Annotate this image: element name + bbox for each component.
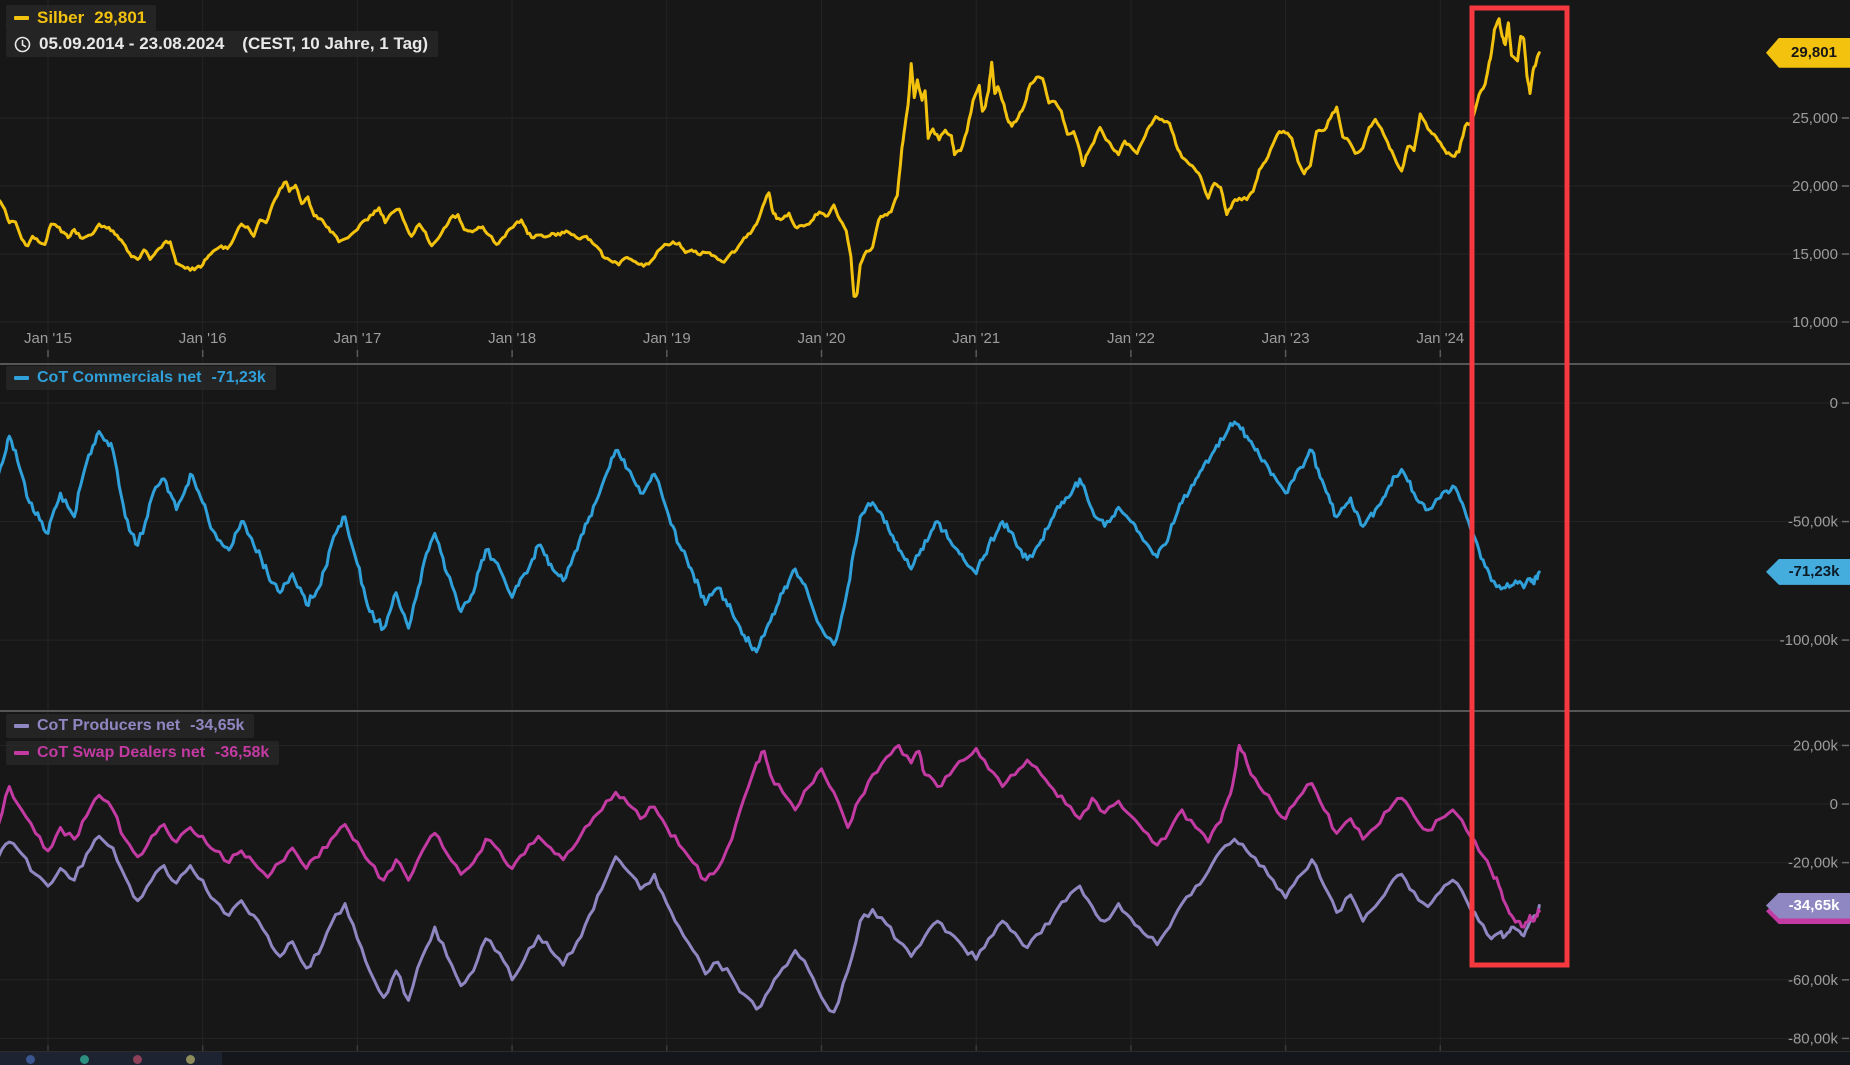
y-axis-label: 10,000: [1792, 314, 1838, 331]
silber-label: Silber: [37, 8, 85, 27]
time-axis-label: Jan '19: [643, 330, 691, 347]
y-axis-label: 20,000: [1792, 178, 1838, 195]
time-axis-label: Jan '18: [488, 330, 536, 347]
commercials-value: -71,23k: [211, 369, 266, 386]
producers-label: CoT Producers net: [37, 717, 181, 734]
commercials-value-badge: -71,23k: [1766, 558, 1850, 585]
highlight-rectangle[interactable]: [1469, 5, 1570, 968]
silver-price-badge: 29,801: [1766, 37, 1850, 68]
y-axis-label: 20,00k: [1793, 737, 1839, 754]
commercials-dash-icon: [14, 376, 29, 380]
commercials-label: CoT Commercials net: [37, 369, 202, 386]
y-axis-label: 0: [1830, 395, 1838, 412]
y-axis-label: -50,00k: [1788, 514, 1839, 531]
swap-dealers-label: CoT Swap Dealers net: [37, 744, 206, 761]
layout-dots-strip: [0, 1052, 222, 1065]
producers-value-badge: -34,65k: [1766, 892, 1850, 919]
series-line-swap[interactable]: [0, 743, 1541, 929]
time-axis-label: Jan '17: [333, 330, 381, 347]
series-line-silver[interactable]: [0, 17, 1541, 298]
time-axis-label: Jan '24: [1416, 330, 1464, 347]
time-axis-label: Jan '22: [1107, 330, 1155, 347]
producers-dash-icon: [14, 724, 29, 728]
dot-red[interactable]: [132, 1055, 142, 1064]
series-line-producers[interactable]: [0, 834, 1541, 1014]
y-axis-label: 0: [1830, 796, 1838, 813]
legend-producers[interactable]: CoT Producers net -34,65k: [6, 714, 255, 738]
dot-blue[interactable]: [25, 1055, 35, 1064]
series-line-commercials[interactable]: [0, 420, 1541, 654]
date-range: 05.09.2014 - 23.08.2024: [39, 34, 225, 53]
y-axis-label: 25,000: [1792, 110, 1838, 127]
legend-swap-dealers[interactable]: CoT Swap Dealers net -36,58k: [6, 741, 280, 765]
bottom-toolbar: [0, 1051, 1850, 1065]
dot-olive[interactable]: [185, 1055, 195, 1064]
time-axis-label: Jan '20: [798, 330, 846, 347]
silber-value: 29,801: [94, 8, 147, 27]
y-axis-label: 15,000: [1792, 246, 1838, 263]
date-range-row[interactable]: 05.09.2014 - 23.08.2024 (CEST, 10 Jahre,…: [6, 31, 439, 57]
time-axis-label: Jan '21: [952, 330, 1000, 347]
timeframe: (CEST, 10 Jahre, 1 Tag): [242, 34, 429, 53]
dot-teal[interactable]: [79, 1055, 89, 1064]
time-axis-label: Jan '15: [24, 330, 72, 347]
y-axis-label: -100,00k: [1780, 632, 1839, 649]
swap-dealers-value: -36,58k: [215, 744, 270, 761]
clock-icon: [14, 36, 31, 53]
y-axis-label: -80,00k: [1788, 1030, 1839, 1047]
legend-silber[interactable]: Silber 29,801: [6, 5, 157, 31]
silber-dash-icon: [14, 16, 29, 20]
y-axis-label: -60,00k: [1788, 972, 1839, 989]
time-axis-label: Jan '16: [179, 330, 227, 347]
legend-commercials[interactable]: CoT Commercials net -71,23k: [6, 366, 276, 390]
swap-dealers-dash-icon: [14, 751, 29, 755]
time-axis-label: Jan '23: [1262, 330, 1310, 347]
producers-value: -34,65k: [190, 717, 245, 734]
y-axis-label: -20,00k: [1788, 855, 1839, 872]
